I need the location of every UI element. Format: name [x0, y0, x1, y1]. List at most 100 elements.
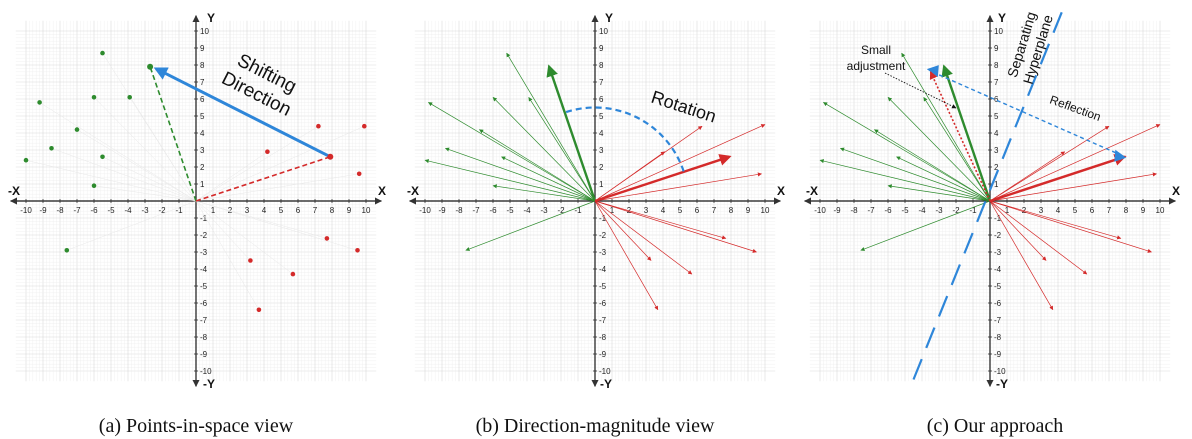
x-tick-label: 10 [362, 206, 371, 215]
green-point [49, 146, 54, 151]
y-tick-label: -9 [599, 350, 607, 359]
y-tick-label: 8 [994, 61, 999, 70]
x-tick-label: -9 [438, 206, 446, 215]
red-vector [989, 172, 1158, 202]
ticks-a: -10 -10 -9 -9 -8 -8 -7 -7 -6 -6 -5 -5 -4 -4 -3 -3 -2 -2 -1… [20, 27, 371, 376]
y-tick-label: 4 [994, 129, 999, 138]
y-tick-label: 3 [994, 146, 999, 155]
x-tick-label: -10 [20, 206, 32, 215]
x-tick-label: 1 [610, 206, 615, 215]
x-tick-label: 6 [695, 206, 700, 215]
x-tick-label: 7 [313, 206, 318, 215]
shifting-direction-arrow [153, 67, 331, 159]
x-tick-label: 9 [746, 206, 751, 215]
y-tick-label: -10 [200, 367, 212, 376]
x-tick-label: 4 [1056, 206, 1061, 215]
red-vector [594, 124, 766, 202]
faint-origin-line [195, 200, 327, 239]
main-green-vector [941, 64, 992, 202]
y-tick-label: -3 [599, 248, 607, 257]
faint-origin-line [195, 151, 268, 202]
y-tick-label: 2 [599, 163, 604, 172]
green-vector [445, 147, 596, 202]
x-tick-label: 9 [347, 206, 352, 215]
y-tick-label: -3 [200, 248, 208, 257]
x-tick-label: -1 [175, 206, 183, 215]
y-tick-label: -7 [599, 316, 607, 325]
shifting-direction-label: Shifting Direction [218, 50, 300, 121]
y-axis-positive-label: Y [605, 11, 613, 25]
main-red-vector [594, 154, 732, 203]
green-point [100, 50, 105, 56]
ticks-b: -10 -10 -9 -9 -8 -8 -7 -7 -6 -6 -5 -5 -4 -4 -3 -3 -2 -2 -1… [419, 27, 770, 376]
y-tick-label: -10 [994, 367, 1006, 376]
x-tick-label: 3 [644, 206, 649, 215]
y-tick-label: 1 [994, 180, 999, 189]
green-vector [479, 129, 596, 202]
y-tick-label: 5 [599, 112, 604, 121]
y-tick-label: -7 [200, 316, 208, 325]
red-vector [989, 200, 1047, 261]
red-vector [989, 124, 1161, 202]
y-tick-label: -4 [599, 265, 607, 274]
red-point [256, 307, 262, 313]
faint-origin-line [93, 185, 197, 202]
y-axis-negative-label: -Y [996, 377, 1008, 391]
shift-source-point [327, 153, 334, 160]
x-tick-label: 3 [1039, 206, 1044, 215]
x-tick-label: -4 [124, 206, 132, 215]
red-vector [989, 200, 1088, 275]
green-vector [923, 96, 991, 202]
green-point [64, 248, 70, 253]
green-vector [840, 147, 991, 202]
x-axis-positive-label: X [1172, 184, 1180, 198]
main-red-vector [989, 154, 1127, 203]
caption-c: (c) Our approach [927, 415, 1064, 437]
x-tick-label: -1 [969, 206, 977, 215]
x-tick-label: -9 [833, 206, 841, 215]
x-tick-label: 7 [712, 206, 717, 215]
x-tick-label: 4 [661, 206, 666, 215]
y-tick-label: -4 [994, 265, 1002, 274]
y-axis-negative-label: -Y [203, 377, 215, 391]
green-point [127, 95, 132, 100]
faint-origin-line [195, 200, 251, 261]
y-tick-label: 7 [200, 78, 205, 87]
small-adjustment-pointer [884, 72, 957, 109]
x-tick-label: 8 [729, 206, 734, 215]
y-tick-label: -8 [599, 333, 607, 342]
y-tick-label: -9 [200, 350, 208, 359]
y-tick-label: -10 [599, 367, 611, 376]
y-tick-label: 5 [200, 112, 205, 121]
faint-origin-line [102, 156, 197, 202]
green-vector [901, 52, 991, 202]
red-vector [989, 125, 1110, 202]
faint-origin-line [195, 125, 319, 202]
marks-a [23, 50, 367, 313]
y-tick-label: -9 [994, 350, 1002, 359]
x-tick-label: -8 [850, 206, 858, 215]
y-axis-negative-label: -Y [600, 377, 612, 391]
y-tick-label: -6 [200, 299, 208, 308]
y-tick-label: 3 [200, 146, 205, 155]
y-tick-label: -6 [994, 299, 1002, 308]
reflection-line [932, 71, 1121, 156]
x-tick-label: -8 [455, 206, 463, 215]
green-vector [424, 159, 596, 202]
x-tick-label: -6 [884, 206, 892, 215]
y-tick-label: 6 [200, 95, 205, 104]
x-tick-label: -7 [73, 206, 81, 215]
green-vector [428, 102, 596, 202]
y-tick-label: 1 [200, 180, 205, 189]
green-point [100, 154, 105, 160]
y-tick-label: -2 [994, 231, 1002, 240]
red-point [248, 258, 253, 263]
x-tick-label: -2 [158, 206, 166, 215]
faint-origin-line [195, 173, 360, 202]
x-tick-label: -3 [935, 206, 943, 215]
red-point [324, 236, 330, 241]
panel-points-in-space: -10 -10 -9 -9 -8 -8 -7 -7 -6 -6 -5 -5 -4 -4 -3 -3 -2 -2 -1… [8, 11, 386, 437]
faint-origin-line [25, 159, 197, 202]
reflection-arrowhead-lower [1114, 149, 1127, 162]
x-tick-label: 4 [262, 206, 267, 215]
